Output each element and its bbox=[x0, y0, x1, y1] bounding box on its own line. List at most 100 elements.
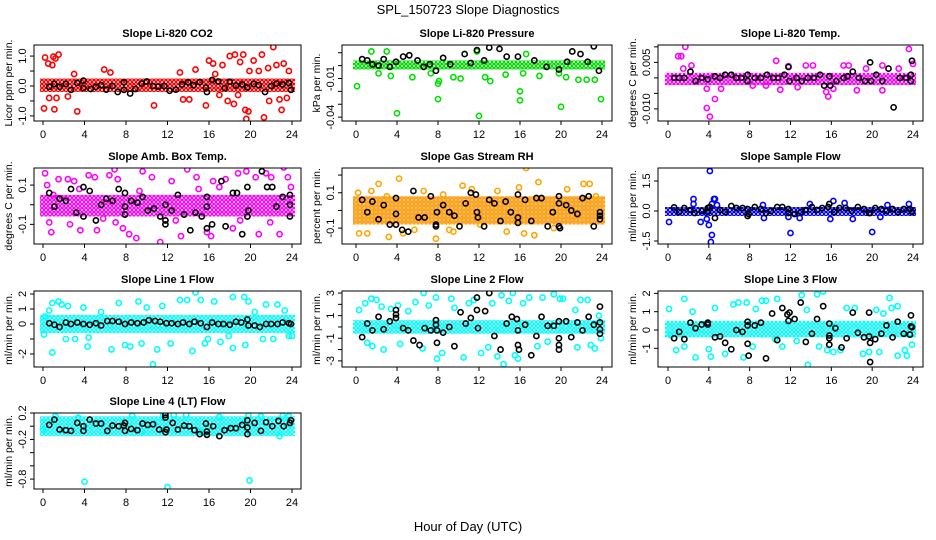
data-point bbox=[229, 224, 237, 232]
data-point-black bbox=[773, 336, 781, 344]
data-point-black bbox=[196, 78, 204, 86]
data-point bbox=[813, 291, 821, 298]
data-point-black bbox=[432, 67, 440, 75]
data-point bbox=[826, 215, 834, 223]
x-tick-label: 12 bbox=[784, 129, 796, 141]
data-point-black bbox=[229, 189, 237, 197]
data-point-black bbox=[238, 230, 246, 238]
data-point bbox=[690, 200, 697, 208]
data-point-black bbox=[404, 228, 412, 236]
data-point-black bbox=[866, 58, 874, 66]
data-point-black bbox=[778, 203, 786, 211]
data-point bbox=[749, 343, 757, 350]
data-point-black bbox=[86, 187, 94, 195]
data-point bbox=[434, 95, 442, 103]
data-point-black bbox=[596, 208, 604, 216]
data-point-black bbox=[562, 201, 570, 209]
x-tick-label: 16 bbox=[514, 375, 526, 387]
data-point-black bbox=[226, 78, 234, 86]
data-point bbox=[183, 296, 191, 304]
data-point-black bbox=[485, 196, 493, 204]
data-point bbox=[84, 343, 92, 350]
data-point-black bbox=[675, 328, 683, 336]
data-point-black bbox=[245, 207, 252, 215]
data-point bbox=[363, 339, 371, 347]
data-point bbox=[530, 231, 538, 239]
data-point-black bbox=[51, 80, 58, 88]
data-point-black bbox=[80, 183, 87, 191]
data-point-black bbox=[72, 209, 80, 216]
data-point bbox=[595, 312, 603, 320]
data-point-black bbox=[285, 79, 293, 87]
data-point-black bbox=[514, 219, 522, 227]
panel-title: Slope Line 2 Flow bbox=[431, 274, 524, 286]
data-point-black bbox=[172, 86, 180, 93]
data-point-black bbox=[574, 319, 581, 326]
data-point-black bbox=[744, 340, 752, 348]
data-point bbox=[574, 343, 581, 351]
data-point bbox=[41, 169, 49, 177]
data-point-black bbox=[527, 351, 535, 359]
data-point-black bbox=[121, 320, 129, 328]
data-point-black bbox=[908, 57, 916, 65]
x-tick-label: 20 bbox=[866, 252, 878, 264]
data-point bbox=[273, 61, 280, 69]
data-point-black bbox=[902, 74, 910, 82]
data-point-black bbox=[392, 221, 400, 228]
data-point bbox=[592, 192, 600, 200]
data-point-black bbox=[233, 189, 241, 197]
data-point-black bbox=[757, 319, 765, 327]
data-point-black bbox=[798, 77, 806, 85]
data-point-black bbox=[579, 194, 586, 202]
data-point-black bbox=[273, 80, 280, 87]
data-point-black bbox=[467, 314, 475, 322]
data-point-black bbox=[825, 72, 833, 80]
data-point-black bbox=[97, 420, 105, 427]
data-point bbox=[449, 228, 457, 236]
data-point bbox=[432, 294, 440, 301]
x-tick-label: 0 bbox=[665, 375, 671, 387]
data-point bbox=[475, 112, 483, 120]
data-point bbox=[591, 76, 599, 84]
x-tick-label: 20 bbox=[244, 497, 256, 509]
data-point-black bbox=[574, 210, 581, 218]
x-tick-label: 20 bbox=[244, 129, 256, 141]
panel-title: Slope Li-820 Pressure bbox=[420, 28, 535, 40]
data-point-black bbox=[793, 74, 801, 82]
plot-area bbox=[665, 45, 917, 121]
data-point bbox=[713, 201, 721, 209]
data-point-black bbox=[218, 177, 225, 185]
data-point-black bbox=[706, 203, 714, 211]
data-point-black bbox=[162, 414, 169, 422]
data-point bbox=[177, 232, 185, 240]
data-point bbox=[749, 82, 757, 90]
data-point-black bbox=[139, 193, 146, 201]
data-point bbox=[868, 228, 876, 236]
data-point bbox=[128, 413, 136, 420]
data-point bbox=[705, 221, 713, 229]
data-point-black bbox=[906, 331, 914, 338]
data-point-black bbox=[757, 74, 765, 82]
data-point bbox=[229, 344, 237, 352]
data-point-black bbox=[209, 422, 217, 430]
data-point-black bbox=[825, 341, 833, 349]
data-point bbox=[787, 229, 794, 237]
data-point bbox=[255, 230, 263, 238]
data-point-black bbox=[543, 63, 551, 71]
y-tick-label: -2 bbox=[17, 349, 29, 359]
plot-area bbox=[40, 291, 296, 367]
data-point bbox=[265, 97, 273, 105]
data-point bbox=[217, 338, 224, 346]
data-point bbox=[48, 61, 56, 69]
data-point-black bbox=[844, 72, 852, 80]
data-point bbox=[396, 340, 404, 348]
panel-title: Slope Amb. Box Temp. bbox=[108, 151, 227, 163]
data-point bbox=[260, 114, 268, 121]
data-point-black bbox=[833, 77, 840, 85]
data-point-black bbox=[791, 210, 798, 218]
data-point bbox=[681, 45, 689, 51]
data-point-black bbox=[86, 321, 94, 329]
data-point-black bbox=[203, 193, 211, 201]
data-point bbox=[107, 69, 114, 76]
data-point-black bbox=[497, 346, 504, 353]
